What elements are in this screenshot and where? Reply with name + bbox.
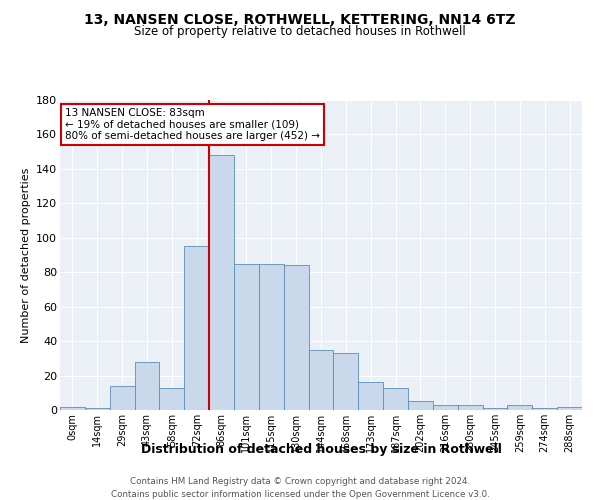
Bar bbox=[557, 406, 582, 410]
Bar bbox=[234, 264, 259, 410]
Bar bbox=[134, 362, 160, 410]
Bar bbox=[259, 264, 284, 410]
Bar bbox=[184, 246, 209, 410]
Bar bbox=[60, 406, 85, 410]
Bar bbox=[85, 408, 110, 410]
Text: 13 NANSEN CLOSE: 83sqm
← 19% of detached houses are smaller (109)
80% of semi-de: 13 NANSEN CLOSE: 83sqm ← 19% of detached… bbox=[65, 108, 320, 141]
Text: 13, NANSEN CLOSE, ROTHWELL, KETTERING, NN14 6TZ: 13, NANSEN CLOSE, ROTHWELL, KETTERING, N… bbox=[84, 12, 516, 26]
Bar bbox=[334, 353, 358, 410]
Bar bbox=[408, 402, 433, 410]
Bar bbox=[110, 386, 134, 410]
Bar bbox=[532, 408, 557, 410]
Bar bbox=[433, 405, 458, 410]
Text: Distribution of detached houses by size in Rothwell: Distribution of detached houses by size … bbox=[140, 442, 502, 456]
Bar bbox=[160, 388, 184, 410]
Bar bbox=[284, 266, 308, 410]
Text: Size of property relative to detached houses in Rothwell: Size of property relative to detached ho… bbox=[134, 25, 466, 38]
Bar bbox=[482, 408, 508, 410]
Bar bbox=[358, 382, 383, 410]
Text: Contains HM Land Registry data © Crown copyright and database right 2024.: Contains HM Land Registry data © Crown c… bbox=[130, 478, 470, 486]
Bar bbox=[209, 155, 234, 410]
Y-axis label: Number of detached properties: Number of detached properties bbox=[20, 168, 31, 342]
Text: Contains public sector information licensed under the Open Government Licence v3: Contains public sector information licen… bbox=[110, 490, 490, 499]
Bar bbox=[458, 405, 482, 410]
Bar bbox=[308, 350, 334, 410]
Bar bbox=[508, 405, 532, 410]
Bar bbox=[383, 388, 408, 410]
